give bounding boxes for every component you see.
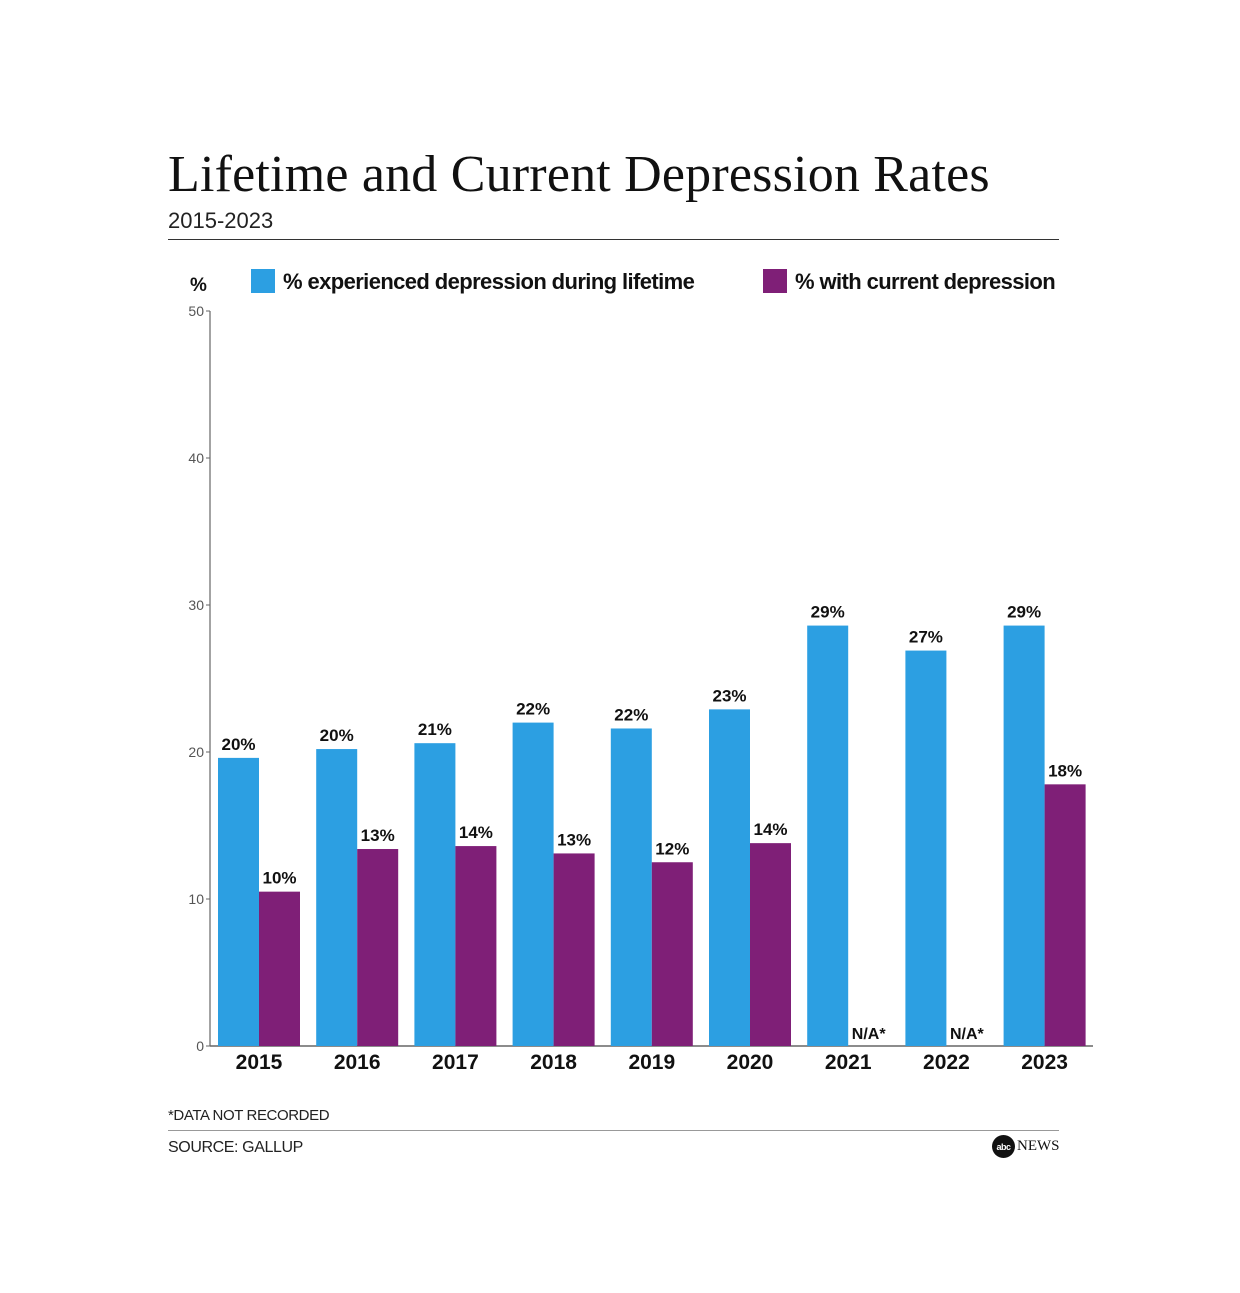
data-label: 14% — [753, 820, 787, 839]
abc-logo-mark: abc — [992, 1135, 1015, 1158]
y-axis-label: % — [190, 275, 207, 296]
x-tick-label: 2019 — [628, 1051, 675, 1074]
bar-current-2019 — [651, 862, 693, 1046]
bar-lifetime-2017 — [414, 743, 456, 1046]
bar-lifetime-2016 — [316, 749, 358, 1046]
data-label: 18% — [1048, 761, 1082, 780]
data-label: 21% — [418, 720, 452, 739]
bar-lifetime-2020 — [709, 709, 750, 1046]
footer-divider — [168, 1130, 1059, 1131]
chart-title: Lifetime and Current Depression Rates — [168, 146, 990, 203]
bar-current-2015 — [259, 891, 300, 1046]
bar-lifetime-2021 — [807, 625, 849, 1046]
x-tick-label: 2015 — [236, 1051, 283, 1074]
y-tick-label: 0 — [196, 1038, 204, 1054]
legend-swatch-current — [763, 269, 787, 293]
data-label: 29% — [811, 603, 845, 622]
y-tick-label: 20 — [188, 744, 204, 760]
legend-swatch-lifetime — [251, 269, 275, 293]
bar-lifetime-2018 — [512, 722, 554, 1046]
legend-label-current: % with current depression — [795, 269, 1055, 294]
data-label: 27% — [909, 628, 943, 647]
chart-subtitle: 2015-2023 — [168, 208, 274, 233]
source-credit: SOURCE: GALLUP — [168, 1139, 303, 1156]
bar-lifetime-2015 — [218, 757, 259, 1046]
y-tick-label: 40 — [188, 450, 204, 466]
bar-lifetime-2023 — [1003, 625, 1045, 1046]
data-label: 12% — [655, 839, 689, 858]
title-divider — [168, 239, 1059, 240]
y-tick-label: 30 — [188, 597, 204, 613]
x-tick-label: 2021 — [825, 1051, 872, 1074]
x-tick-label: 2016 — [334, 1051, 381, 1074]
bar-current-2017 — [455, 846, 497, 1046]
footnote: *DATA NOT RECORDED — [168, 1107, 330, 1124]
bar-lifetime-2022 — [905, 650, 947, 1046]
x-tick-label: 2023 — [1021, 1051, 1068, 1074]
bar-current-2020 — [750, 843, 791, 1046]
data-label-na: N/A* — [950, 1026, 985, 1043]
y-tick-label: 50 — [188, 303, 204, 319]
data-label: 22% — [516, 700, 550, 719]
data-label: 13% — [557, 830, 591, 849]
data-label: 22% — [614, 705, 648, 724]
data-label: 20% — [320, 726, 354, 745]
bar-lifetime-2019 — [610, 728, 652, 1046]
logo-news-text: NEWS — [1017, 1138, 1060, 1154]
abc-news-logo: abc NEWS — [992, 1135, 1060, 1158]
data-label: 13% — [361, 826, 395, 845]
x-tick-label: 2020 — [727, 1051, 774, 1074]
bar-current-2023 — [1044, 784, 1086, 1046]
data-label: 10% — [262, 869, 296, 888]
data-label: 20% — [221, 735, 255, 754]
x-tick-label: 2018 — [530, 1051, 577, 1074]
bar-current-2016 — [357, 849, 399, 1046]
data-label: 23% — [712, 686, 746, 705]
y-tick-label: 10 — [188, 891, 204, 907]
data-label-na: N/A* — [852, 1026, 887, 1043]
data-label: 29% — [1007, 603, 1041, 622]
x-tick-label: 2022 — [923, 1051, 970, 1074]
data-label: 14% — [459, 823, 493, 842]
bar-current-2018 — [553, 853, 595, 1046]
legend-label-lifetime: % experienced depression during lifetime — [283, 269, 695, 294]
x-tick-label: 2017 — [432, 1051, 479, 1074]
